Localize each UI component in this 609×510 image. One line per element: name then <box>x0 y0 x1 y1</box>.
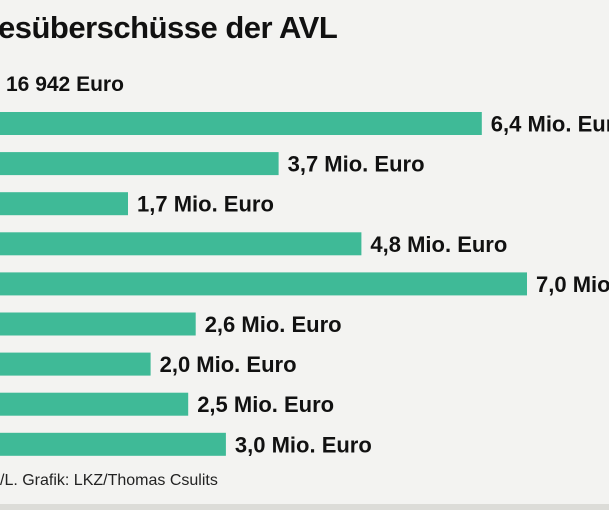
bottom-divider <box>0 504 609 510</box>
bar-4 <box>0 232 362 256</box>
bar-5 <box>0 272 527 296</box>
bar-label-3: 1,7 Mio. Euro <box>137 192 274 217</box>
bar-2 <box>0 152 279 176</box>
bar-label-4: 4,8 Mio. Euro <box>370 232 507 257</box>
bar-1 <box>0 112 482 135</box>
bar-label-7: 2,0 Mio. Euro <box>160 352 297 377</box>
bar-9 <box>0 432 226 456</box>
source-credit: /L. Grafik: LKZ/Thomas Csulits <box>0 472 218 489</box>
bar-label-2: 3,7 Mio. Euro <box>288 152 425 177</box>
chart-subtitle: 16 942 Euro <box>6 73 124 96</box>
bar-8 <box>0 392 189 416</box>
bar-label-8: 2,5 Mio. Euro <box>197 392 334 417</box>
bar-label-1: 6,4 Mio. Euro <box>491 112 609 137</box>
bar-3 <box>0 192 128 216</box>
bar-7 <box>0 352 151 376</box>
bar-6 <box>0 312 196 336</box>
bar-label-9: 3,0 Mio. Euro <box>235 432 372 457</box>
bar-label-5: 7,0 Mio. Euro <box>536 272 609 297</box>
bar-label-6: 2,6 Mio. Euro <box>205 312 342 337</box>
chart-title: esüberschüsse der AVL <box>0 10 338 45</box>
